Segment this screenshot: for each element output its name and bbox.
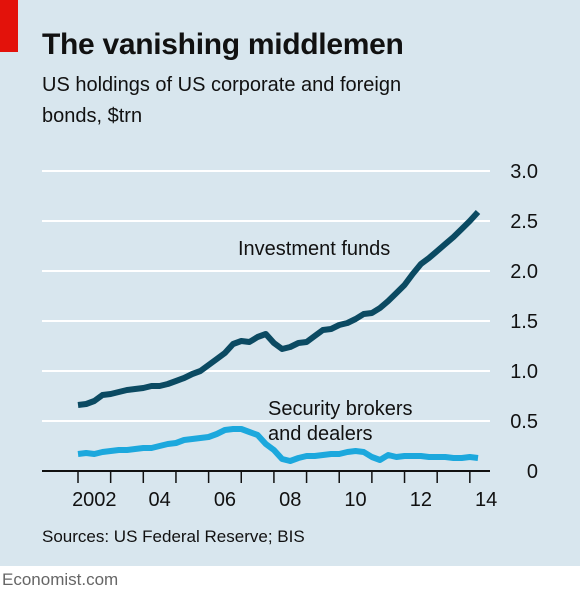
gridlines bbox=[42, 170, 490, 422]
x-axis: 2002 04 06 08 10 12 14 bbox=[42, 470, 497, 511]
series-label-line: Security brokers bbox=[268, 398, 413, 420]
x-tick-label: 12 bbox=[410, 489, 432, 511]
x-tick-label: 06 bbox=[214, 489, 236, 511]
chart-subtitle: US holdings of US corporate and foreign … bbox=[42, 74, 402, 127]
red-accent-tab bbox=[0, 0, 18, 52]
series-lines bbox=[77, 209, 481, 464]
series-label-security-brokers: Security brokers and dealers bbox=[268, 398, 418, 445]
y-tick-label: 0 bbox=[527, 461, 538, 483]
line-chart: 0 0.5 1.0 1.5 2.0 2.5 3.0 2002 04 06 08 10 12 14 Inv… bbox=[42, 161, 538, 511]
y-tick-label: 0.5 bbox=[510, 411, 538, 433]
x-tick-label: 04 bbox=[149, 489, 171, 511]
series-label-investment-funds: Investment funds bbox=[238, 238, 390, 260]
source-note: Sources: US Federal Reserve; BIS bbox=[42, 527, 305, 546]
x-tick-label: 10 bbox=[344, 489, 366, 511]
series-label-line: Investment funds bbox=[238, 238, 390, 260]
y-tick-label: 3.0 bbox=[510, 161, 538, 183]
x-tick-label: 2002 bbox=[72, 489, 117, 511]
y-tick-label: 1.5 bbox=[510, 311, 538, 333]
chart-title: The vanishing middlemen bbox=[42, 28, 404, 61]
y-tick-label: 2.5 bbox=[510, 211, 538, 233]
series-line-investment-funds bbox=[77, 209, 481, 408]
series-line-security-brokers bbox=[77, 426, 479, 464]
y-tick-label: 1.0 bbox=[510, 361, 538, 383]
y-tick-label: 2.0 bbox=[510, 261, 538, 283]
x-tick-label: 08 bbox=[279, 489, 301, 511]
series-label-line: and dealers bbox=[268, 423, 373, 445]
chart-figure: The vanishing middlemen US holdings of U… bbox=[0, 0, 580, 566]
brand-footer: Economist.com bbox=[2, 570, 119, 589]
y-axis-labels: 0 0.5 1.0 1.5 2.0 2.5 3.0 bbox=[510, 161, 538, 483]
x-tick-label: 14 bbox=[475, 489, 497, 511]
